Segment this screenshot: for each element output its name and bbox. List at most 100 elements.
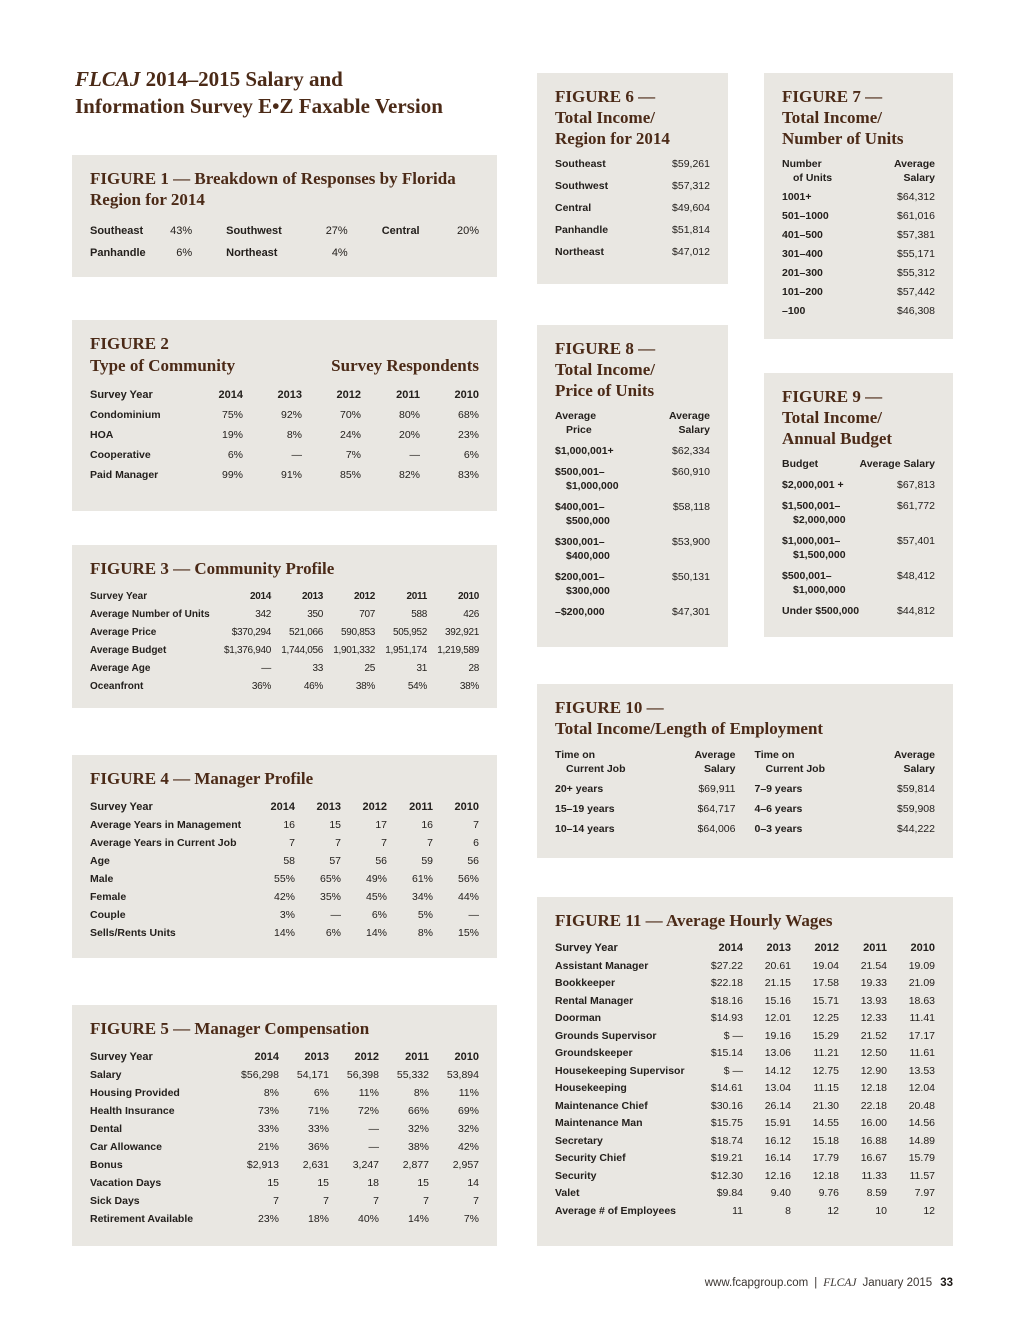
year-header: 2010 <box>457 591 479 602</box>
region-label: Central <box>381 225 420 237</box>
row-value: 21.52 <box>860 1029 887 1042</box>
year-header: 2011 <box>405 1051 429 1063</box>
row-value: 34% <box>411 891 433 903</box>
row-label: Sells/Rents Units <box>90 927 176 939</box>
row-label: Assistant Manager <box>555 959 649 972</box>
table-row: Average Price $370,294 521,066 590,853 5… <box>90 624 479 642</box>
row-value: $370,294 <box>231 627 272 638</box>
row-value: 1,901,332 <box>333 645 375 656</box>
figure-4-heading: FIGURE 4 — Manager Profile <box>90 769 314 788</box>
figure-8-label: FIGURE 8 — <box>555 339 656 358</box>
row-value: 2,957 <box>452 1159 479 1171</box>
row-value: 11.57 <box>909 1169 936 1182</box>
row-value: 19.16 <box>764 1029 791 1042</box>
row-label: 10–14 years <box>555 823 615 835</box>
row-value: 392,921 <box>444 627 479 638</box>
row-value: 16.67 <box>860 1152 887 1164</box>
table-row: Bonus $2,913 2,631 3,247 2,877 2,957 <box>90 1156 479 1174</box>
table-header-row: Time on Current Job Average Salary <box>755 748 936 776</box>
table-row: Health Insurance 73% 71% 72% 66% 69% <box>90 1102 479 1120</box>
header-label: Survey Year <box>90 1051 153 1063</box>
table-row: 20+ years $69,911 <box>555 782 736 796</box>
table-header-row: Time on Current Job Average Salary <box>555 748 736 776</box>
year-header: 2013 <box>301 591 323 602</box>
row-value: 44% <box>457 891 479 903</box>
figure-2-table: Survey Year 2014 2013 2012 2011 2010 Con… <box>90 385 479 485</box>
row-label: Sick Days <box>90 1195 140 1207</box>
row-label: Vacation Days <box>90 1177 162 1189</box>
region-value: 20% <box>456 225 479 237</box>
table-row: Oceanfront 36% 46% 38% 54% 38% <box>90 678 479 696</box>
figure-7: FIGURE 7 — Total Income/ Number of Units… <box>764 73 953 339</box>
row-value: $56,298 <box>241 1069 279 1081</box>
row-label: 7–9 years <box>754 783 803 795</box>
figure-10-title: Total Income/Length of Employment <box>555 719 824 738</box>
row-label: Maintenance Man <box>555 1117 643 1129</box>
table-body: Salary $56,298 54,171 56,398 55,332 53,8… <box>90 1066 479 1228</box>
figure-6-label: FIGURE 6 — <box>555 87 656 106</box>
table-row: HOA 19% 8% 24% 20% 23% <box>90 425 479 445</box>
header-label: Survey Year <box>90 801 153 813</box>
row-label: Bonus <box>90 1159 123 1171</box>
row-value: 7 <box>335 837 341 849</box>
figure-9-heading: FIGURE 9 — Total Income/ Annual Budget <box>782 386 935 449</box>
row-value: 26.14 <box>764 1099 791 1112</box>
region-entry: Central 20% <box>382 222 479 240</box>
row-value: 16 <box>421 819 433 831</box>
table-body: Average Number of Units 342 350 707 588 … <box>90 606 479 696</box>
figure-3: FIGURE 3 — Community Profile Survey Year… <box>72 545 497 708</box>
row-value: 1,219,589 <box>437 645 479 656</box>
row-label: Average Years in Management <box>90 819 242 831</box>
row-value: 24% <box>339 429 361 441</box>
row-value: $69,911 <box>698 783 736 795</box>
row-value: $48,412 <box>897 570 935 582</box>
row-label: Central <box>555 202 592 214</box>
row-value: 11.21 <box>813 1047 840 1059</box>
region-label: Southeast <box>90 225 144 237</box>
row-value: $61,016 <box>897 210 935 222</box>
row-value: 75% <box>221 409 243 421</box>
table-row: Doorman $14.93 12.01 12.25 12.33 11.41 <box>555 1010 935 1028</box>
row-value: — <box>291 449 303 461</box>
header-label: Survey Year <box>90 389 153 401</box>
row-value: 7% <box>463 1213 479 1225</box>
row-label: Security <box>555 1169 597 1182</box>
row-value: 15% <box>457 927 479 939</box>
row-label: $500,001– $1,000,000 <box>782 570 846 596</box>
table-row: Salary $56,298 54,171 56,398 55,332 53,8… <box>90 1066 479 1084</box>
row-value: 12.50 <box>860 1047 887 1059</box>
year-header: 2011 <box>406 591 428 602</box>
row-value: 91% <box>280 469 302 481</box>
row-value: $49,604 <box>672 202 710 214</box>
row-value: 23% <box>257 1213 279 1225</box>
row-label: 0–3 years <box>754 823 803 835</box>
year-header: 2013 <box>316 801 341 813</box>
row-value: 56 <box>467 855 479 867</box>
table-header-row: Survey Year 2014 2013 2012 2011 2010 <box>90 798 479 816</box>
table-header-row: Survey Year 2014 2013 2012 2011 2010 <box>555 940 935 958</box>
row-value: 14.89 <box>908 1134 935 1147</box>
row-value: $27.22 <box>710 959 743 972</box>
table-row: Southwest $57,312 <box>555 179 710 193</box>
table-header-row: Number of Units Average Salary <box>782 157 935 185</box>
row-value: $47,012 <box>672 246 710 258</box>
year-header: 2014 <box>254 1051 279 1063</box>
row-value: 11% <box>358 1087 379 1099</box>
row-label: $200,001– $300,000 <box>555 571 610 597</box>
year-header: 2012 <box>362 801 387 813</box>
table-row: –100 $46,308 <box>782 304 935 318</box>
row-value: 99% <box>221 469 243 481</box>
row-value: 21.15 <box>764 977 791 989</box>
row-value: 2,631 <box>302 1159 329 1171</box>
table-row: Retirement Available 23% 18% 40% 14% 7% <box>90 1210 479 1228</box>
footer: www.fcapgroup.com | FLCAJ January 2015 33 <box>705 1277 953 1289</box>
row-value: $58,118 <box>672 501 710 513</box>
row-value: 16.14 <box>764 1152 791 1164</box>
row-value: $60,910 <box>672 466 710 478</box>
row-value: 16.12 <box>764 1134 791 1147</box>
row-value: $59,261 <box>672 158 710 170</box>
row-value: 11.61 <box>909 1047 936 1059</box>
row-value: $18.16 <box>710 994 743 1007</box>
figure-2-subtitle: Type of Community <box>90 356 236 375</box>
title-line1: 2014–2015 Salary and <box>145 67 343 91</box>
